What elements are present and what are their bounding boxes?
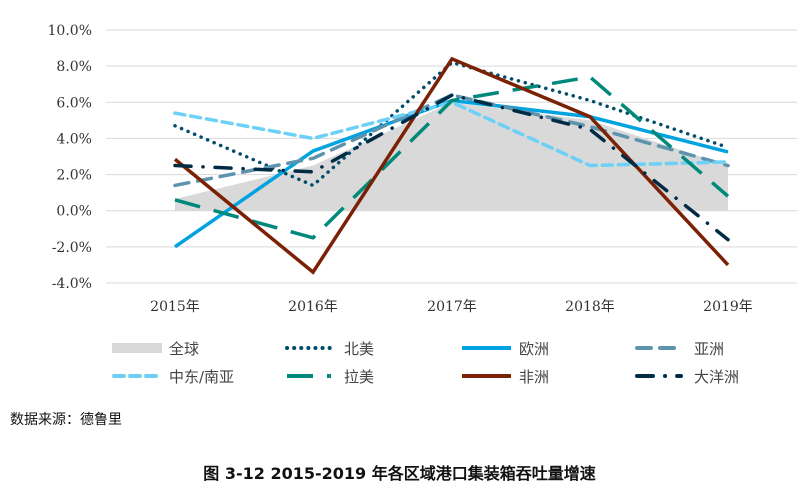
legend-label: 欧洲 [519, 340, 549, 358]
figure-caption: 图 3-12 2015-2019 年各区域港口集装箱吞吐量增速 [203, 464, 596, 483]
y-tick-label: 8.0% [56, 59, 92, 75]
line-chart: -4.0% -2.0% 0.0% 2.0% 4.0% 6.0% 8.0% 10.0% 2015… [48, 23, 797, 386]
series-group [173, 56, 730, 275]
y-tick-label: 2.0% [56, 168, 92, 184]
legend-label: 非洲 [519, 368, 549, 386]
legend-label: 中东/南亚 [169, 368, 234, 386]
series-line-7 [173, 93, 730, 242]
x-axis-ticks: 2015年 2016年 2017年 2018年 2019年 [150, 299, 753, 315]
x-tick-label: 2017年 [427, 299, 477, 315]
legend-label: 北美 [344, 340, 374, 358]
series-line-5 [174, 75, 730, 240]
y-tick-label: -4.0% [52, 276, 92, 292]
y-tick-label: -2.0% [52, 240, 92, 256]
legend-label: 大洋洲 [694, 368, 739, 386]
y-tick-label: 10.0% [48, 23, 92, 39]
legend-label: 亚洲 [694, 340, 724, 358]
series-line-3 [173, 93, 730, 188]
source-note: 数据来源：德鲁里 [10, 412, 122, 428]
x-tick-label: 2016年 [288, 299, 338, 315]
legend-label: 全球 [169, 340, 199, 358]
x-tick-label: 2015年 [150, 299, 200, 315]
x-tick-label: 2019年 [703, 299, 753, 315]
y-tick-label: 0.0% [56, 204, 92, 220]
legend-swatch-0 [112, 343, 162, 353]
x-tick-label: 2018年 [565, 299, 615, 315]
y-tick-label: 4.0% [56, 131, 92, 147]
legend-label: 拉美 [344, 368, 374, 386]
y-tick-label: 6.0% [56, 95, 92, 111]
series-line-1 [173, 60, 730, 188]
series-area-0 [175, 102, 728, 211]
y-axis-ticks: -4.0% -2.0% 0.0% 2.0% 4.0% 6.0% 8.0% 10.0% [48, 23, 92, 292]
